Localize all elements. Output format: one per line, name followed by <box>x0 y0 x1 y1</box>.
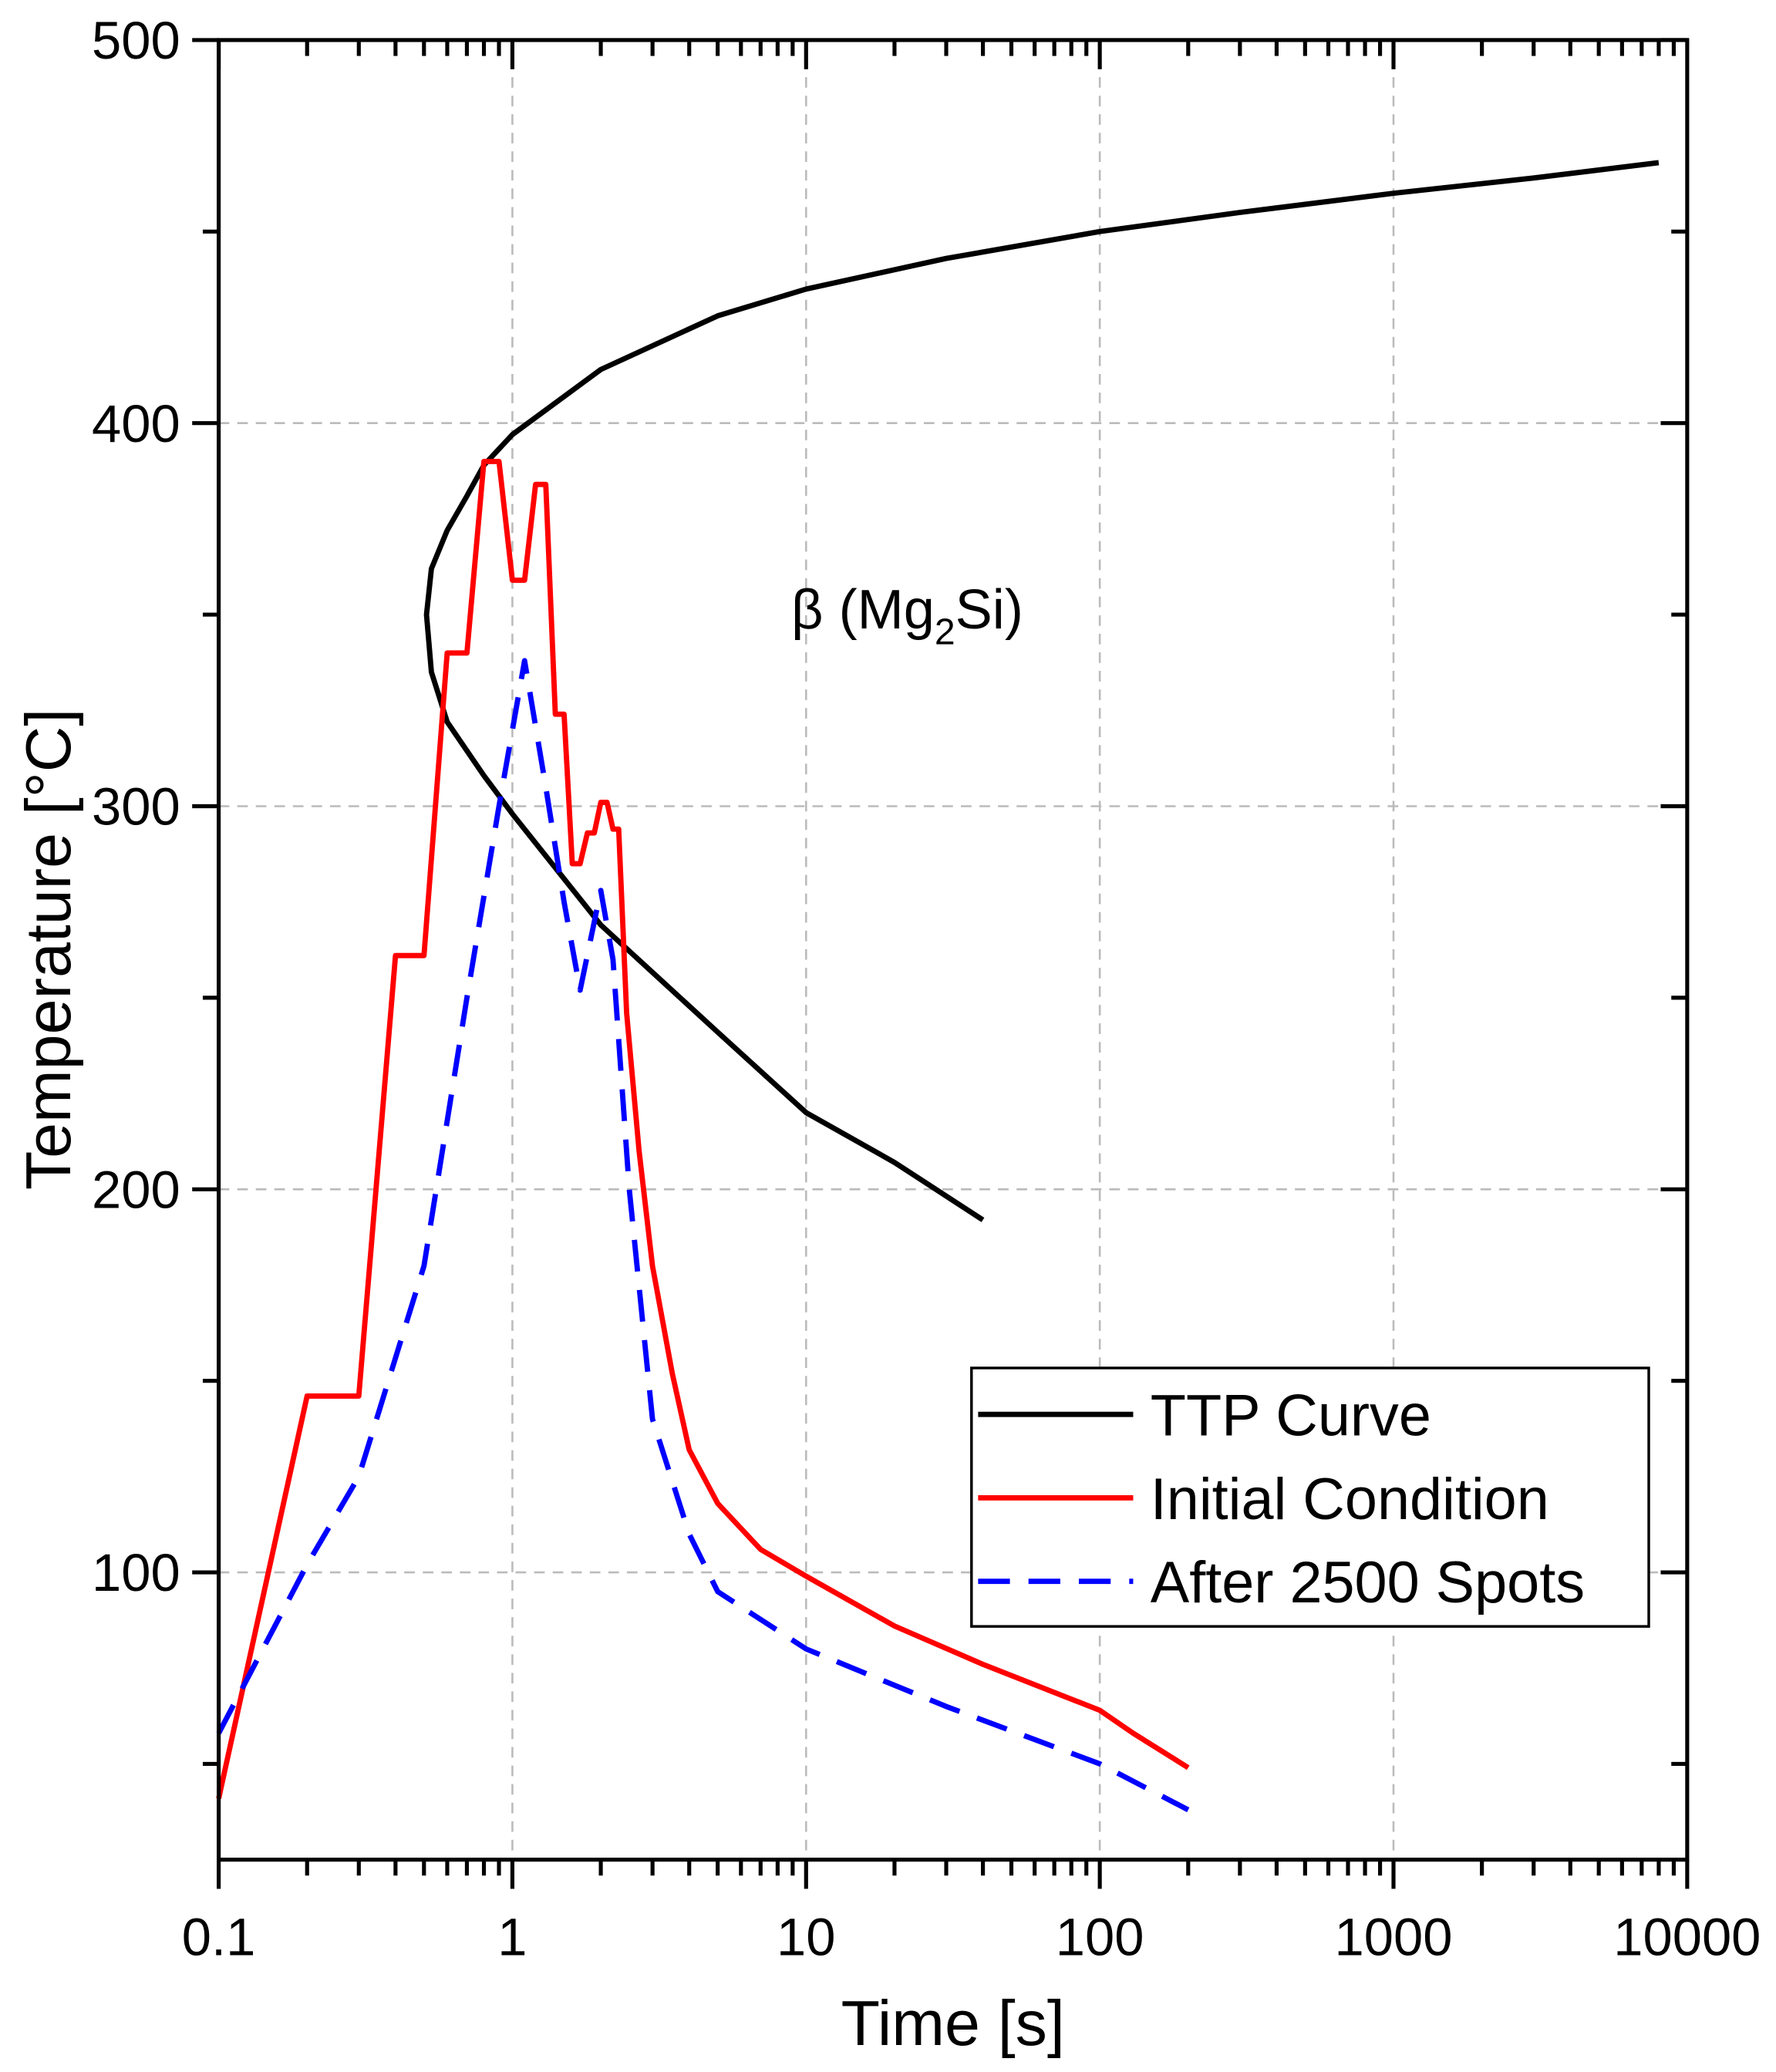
x-tick-label: 10 <box>777 1907 835 1966</box>
y-tick-label: 100 <box>92 1543 180 1602</box>
series-group <box>216 160 1660 1813</box>
series-line-0 <box>423 160 1660 1222</box>
x-tick-label: 1000 <box>1335 1907 1453 1966</box>
legend-label: Initial Condition <box>1151 1467 1549 1532</box>
plot-frame <box>217 38 1690 1862</box>
y-tick-label: 300 <box>92 777 180 837</box>
legend-label: TTP Curve <box>1151 1384 1431 1449</box>
phase-annotation: β (Mg2Si) <box>791 579 1023 653</box>
x-axis-label: Time [s] <box>841 1988 1065 2059</box>
y-tick-label: 200 <box>92 1160 180 1219</box>
y-tick-label: 500 <box>92 11 180 70</box>
y-tick-label: 400 <box>92 394 180 453</box>
series-line-1 <box>216 459 1190 1799</box>
x-tick-label: 0.1 <box>182 1907 256 1966</box>
legend: TTP Curve Initial Condition After 2500 Spo… <box>970 1366 1650 1628</box>
x-tick-label: 10000 <box>1613 1907 1761 1966</box>
legend-label: After 2500 Spots <box>1151 1551 1585 1615</box>
y-axis-label: Temperature [°C] <box>13 709 84 1190</box>
ticks: 0.1 1 10 100 1000 10000 100 200 300 400 500 <box>92 11 1761 1966</box>
x-tick-label: 100 <box>1056 1907 1144 1966</box>
series-line-2 <box>216 658 1190 1813</box>
x-tick-label: 1 <box>497 1907 527 1966</box>
